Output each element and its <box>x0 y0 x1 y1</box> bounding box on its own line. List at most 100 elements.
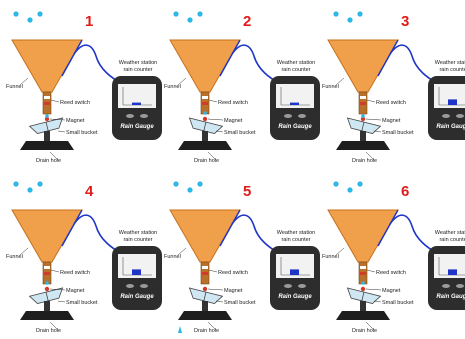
raindrop <box>197 11 203 17</box>
leader-funnel <box>19 77 29 86</box>
label-funnel: Funnel <box>322 254 339 260</box>
bucket-body <box>28 117 64 134</box>
bucket-divider <box>203 122 207 131</box>
gauge-base <box>178 141 232 150</box>
raindrop <box>357 11 363 17</box>
leader-drain <box>365 321 375 331</box>
label-funnel: Funnel <box>164 254 181 260</box>
bucket-divider <box>361 292 365 301</box>
label-reed-switch: Reed switch <box>218 270 248 276</box>
reed-switch-contact <box>44 102 50 105</box>
leader-magnet <box>49 118 66 121</box>
label-magnet: Magnet <box>66 288 85 294</box>
raindrop <box>187 17 193 23</box>
wire-on-funnel <box>219 39 241 77</box>
signal-wire <box>231 214 281 255</box>
falling-drop <box>361 281 365 285</box>
label-drain-hole: Drain hole <box>352 328 377 334</box>
label-station-line1: Weather station <box>277 230 315 236</box>
bucket-pivot <box>44 131 50 141</box>
label-gauge-brand: Rain Gauge <box>436 294 465 300</box>
reed-switch <box>44 266 50 269</box>
bucket-divider <box>45 122 49 131</box>
raindrop <box>333 11 339 17</box>
label-gauge-brand: Rain Gauge <box>436 124 465 130</box>
magnet <box>360 286 366 292</box>
label-gauge-brand: Rain Gauge <box>278 124 312 130</box>
reed-switch-contact <box>360 102 366 105</box>
signal-wire <box>73 214 123 255</box>
leader-drain <box>365 151 375 161</box>
gauge-base <box>20 311 74 320</box>
bucket-divider <box>203 292 207 301</box>
raindrop <box>37 181 43 187</box>
small-bucket <box>28 117 64 134</box>
falling-drop <box>45 281 49 285</box>
label-station-line2: rain counter <box>123 67 152 73</box>
label-magnet: Magnet <box>224 118 243 124</box>
leader-magnet <box>207 118 224 121</box>
rainfall-bar <box>132 102 141 105</box>
step-number: 5 <box>243 183 251 200</box>
funnel <box>169 209 241 263</box>
leader-funnel <box>177 247 187 256</box>
leader-reed <box>208 269 218 273</box>
falling-drop <box>203 111 207 115</box>
bucket-pivot <box>360 301 366 311</box>
magnet <box>360 116 366 122</box>
wire-on-funnel <box>61 209 83 247</box>
leader-drain <box>207 321 217 331</box>
step-number: 1 <box>85 13 93 30</box>
funnel <box>11 209 83 263</box>
magnet <box>44 116 50 122</box>
raindrop <box>27 17 33 23</box>
leader-funnel <box>177 77 187 86</box>
label-funnel: Funnel <box>322 84 339 90</box>
bucket-body <box>188 117 224 134</box>
label-small-bucket: Small bucket <box>224 130 256 136</box>
device-button-right <box>456 284 464 288</box>
label-magnet: Magnet <box>224 288 243 294</box>
step-number: 4 <box>85 183 94 200</box>
label-station-line2: rain counter <box>439 67 465 73</box>
label-drain-hole: Drain hole <box>36 328 61 334</box>
label-small-bucket: Small bucket <box>224 300 256 306</box>
bucket-divider <box>45 292 49 301</box>
raindrop <box>347 187 353 193</box>
label-funnel: Funnel <box>6 84 23 90</box>
label-drain-hole: Drain hole <box>352 158 377 164</box>
leader-bucket <box>215 130 224 133</box>
gauge-base <box>336 141 390 150</box>
leader-drain <box>207 151 217 161</box>
bucket-pivot <box>360 131 366 141</box>
small-bucket <box>188 117 224 134</box>
reed-switch <box>44 96 50 99</box>
label-magnet: Magnet <box>382 288 401 294</box>
label-reed-switch: Reed switch <box>218 100 248 106</box>
leader-reed <box>366 99 376 103</box>
reed-switch-contact <box>202 102 208 105</box>
label-station-line1: Weather station <box>435 230 465 236</box>
leader-reed <box>366 269 376 273</box>
leader-bucket <box>57 300 66 303</box>
label-magnet: Magnet <box>382 118 401 124</box>
device-button-left <box>442 114 450 118</box>
leader-magnet <box>207 288 224 291</box>
raindrop <box>333 181 339 187</box>
magnet <box>44 286 50 292</box>
device-button-right <box>140 284 148 288</box>
reed-switch-contact <box>360 272 366 275</box>
falling-drop <box>361 114 365 118</box>
small-bucket <box>346 117 382 134</box>
label-station-line1: Weather station <box>435 60 465 66</box>
leader-magnet <box>365 288 382 291</box>
rainfall-bar <box>132 269 141 275</box>
label-reed-switch: Reed switch <box>376 100 406 106</box>
raindrop <box>197 181 203 187</box>
device-button-left <box>126 284 134 288</box>
leader-reed <box>208 99 218 103</box>
label-small-bucket: Small bucket <box>66 300 98 306</box>
panel-2: 2 Funnel Reed switch Magnet Small bucket Drai… <box>164 11 320 164</box>
